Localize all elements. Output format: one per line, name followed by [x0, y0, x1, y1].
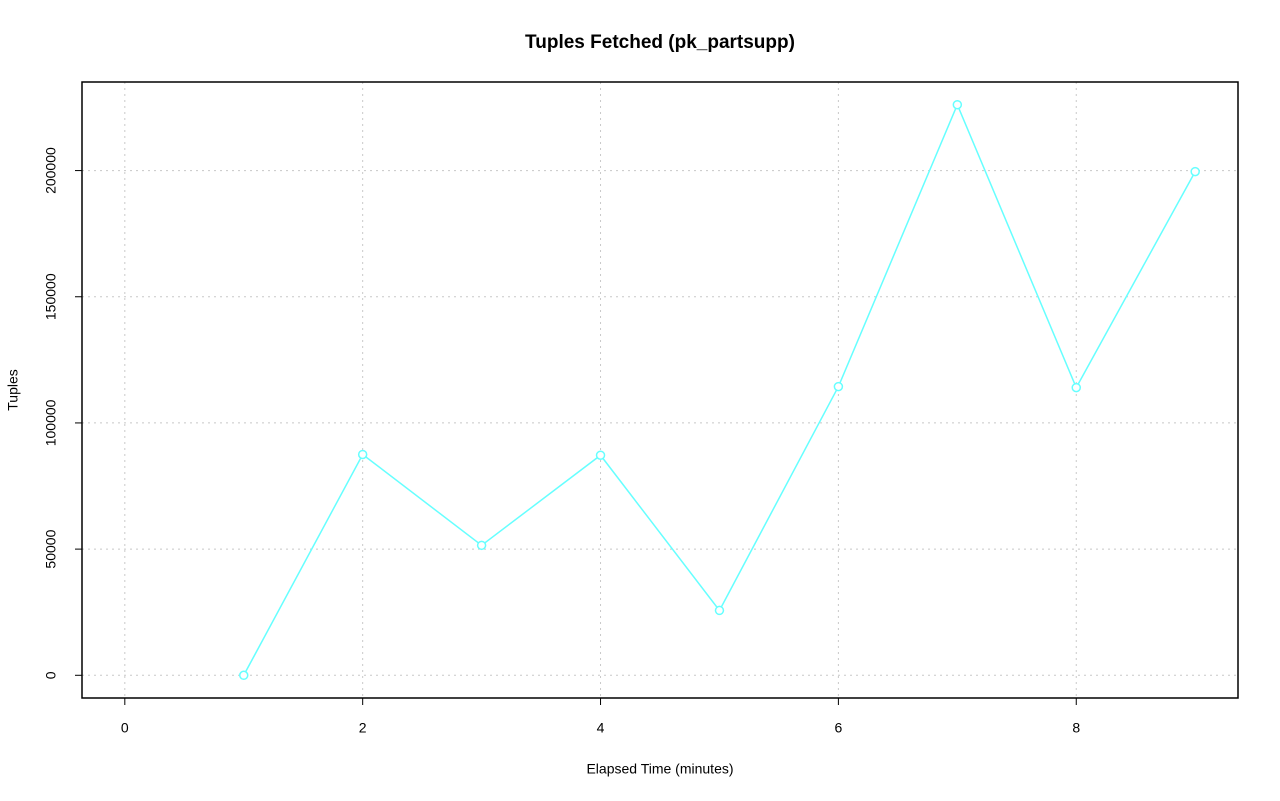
series-line	[243, 102, 1196, 676]
y-tick-label: 200000	[43, 147, 59, 194]
y-tick-label: 150000	[43, 273, 59, 320]
y-tick-label: 50000	[43, 529, 59, 568]
data-point	[714, 605, 725, 616]
y-tick-label: 0	[43, 671, 59, 679]
x-tick-label: 2	[359, 720, 367, 736]
plot-frame	[81, 81, 1239, 699]
data-point	[595, 450, 606, 460]
data-point	[952, 99, 963, 110]
data-point	[1190, 166, 1200, 177]
y-axis-label: Tuples	[5, 369, 21, 411]
x-tick-label: 4	[597, 720, 605, 736]
y-tick-label: 100000	[43, 399, 59, 446]
x-tick-label: 0	[121, 720, 129, 736]
x-tick-label: 8	[1072, 720, 1080, 736]
data-point	[1071, 382, 1082, 393]
data-point	[357, 449, 368, 460]
chart-title: Tuples Fetched (pk_partsupp)	[525, 32, 795, 53]
x-axis-label: Elapsed Time (minutes)	[586, 761, 733, 777]
data-point	[238, 670, 249, 681]
data-point	[476, 540, 487, 551]
data-point	[833, 381, 844, 392]
x-tick-label: 6	[834, 720, 842, 736]
